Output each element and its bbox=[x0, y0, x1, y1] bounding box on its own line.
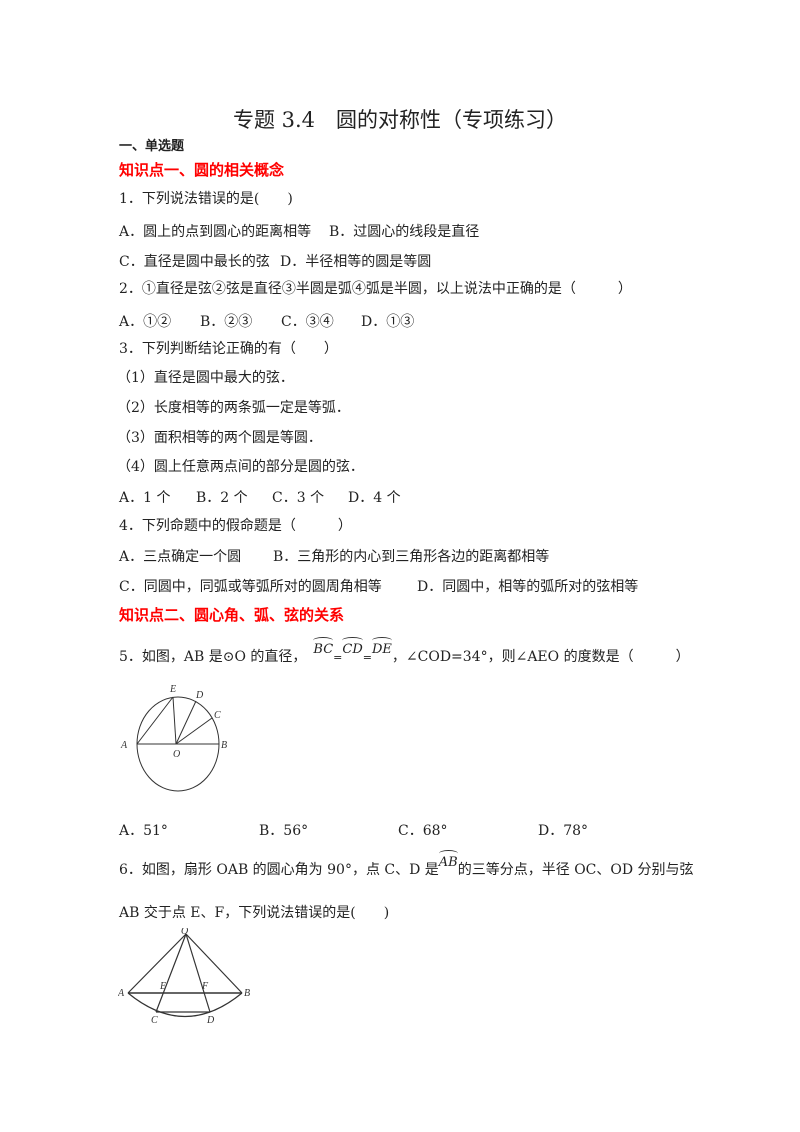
label-d: D bbox=[206, 1015, 215, 1023]
label-o: O bbox=[181, 928, 188, 937]
section-heading: 一、单选题 bbox=[119, 139, 185, 154]
q3-option-d: D．4 个 bbox=[348, 490, 401, 506]
q2-stem: 2．①直径是弦②弦是直径③半圆是弧④弧是半圆，以上说法中正确的是（ ） bbox=[119, 281, 632, 297]
q5-stem-post: ，∠COD=34°，则∠AEO 的度数是（ ） bbox=[391, 649, 690, 665]
q3-option-c: C．3 个 bbox=[272, 490, 325, 506]
q5-option-a: A．51° bbox=[119, 823, 168, 839]
q5-option-d: D．78° bbox=[538, 823, 589, 839]
q3-statement-1: （1）直径是圆中最大的弦． bbox=[117, 370, 294, 386]
q3-option-a: A．1 个 bbox=[119, 490, 171, 506]
arc-ab: AB bbox=[438, 850, 458, 870]
q6-stem: 6．如图，扇形 OAB 的圆心角为 90°，点 C、D 是AB的三等分点，半径 … bbox=[119, 850, 694, 880]
q4-stem: 4．下列命题中的假命题是（ ） bbox=[119, 518, 352, 534]
label-c: C bbox=[151, 1015, 158, 1023]
q1-option-b: B．过圆心的线段是直径 bbox=[329, 224, 480, 240]
label-a: A bbox=[118, 988, 125, 999]
q5-stem-pre: 5．如图，AB 是⊙O 的直径， bbox=[119, 649, 300, 665]
q6-sector-diagram: O A B C D E F bbox=[118, 928, 250, 1023]
label-e: E bbox=[169, 684, 176, 695]
arc-de: DE bbox=[371, 637, 392, 657]
label-e: E bbox=[159, 981, 166, 992]
q4-option-a: A．三点确定一个圆 bbox=[119, 549, 242, 565]
q6-stem-line2: AB 交于点 E、F，下列说法错误的是( ) bbox=[119, 905, 390, 921]
label-f: F bbox=[201, 981, 209, 992]
label-b: B bbox=[244, 988, 250, 999]
q4-option-b: B．三角形的内心到三角形各边的距离都相等 bbox=[273, 549, 550, 565]
q2-option-c: C．③④ bbox=[281, 314, 334, 330]
knowledge-point-1: 知识点一、圆的相关概念 bbox=[119, 161, 285, 179]
knowledge-point-2: 知识点二、圆心角、弧、弦的关系 bbox=[119, 606, 345, 624]
q4-option-c: C．同圆中，同弧或等弧所对的圆周角相等 bbox=[119, 579, 382, 595]
q1-option-c: C．直径是圆中最长的弦 bbox=[119, 254, 270, 270]
q3-statement-3: （3）面积相等的两个圆是等圆． bbox=[117, 430, 322, 446]
q6-stem-pre: 6．如图，扇形 OAB 的圆心角为 90°，点 C、D 是 bbox=[119, 862, 439, 878]
q5-option-b: B．56° bbox=[259, 823, 309, 839]
q1-option-a: A．圆上的点到圆心的距离相等 bbox=[119, 224, 312, 240]
q3-option-b: B．2 个 bbox=[196, 490, 248, 506]
label-a: A bbox=[120, 740, 128, 751]
page-title: 专题 3.4 圆的对称性（专项练习） bbox=[232, 108, 568, 132]
arc-bc: BC bbox=[313, 637, 334, 657]
q3-statement-2: （2）长度相等的两条弧一定是等弧． bbox=[117, 400, 350, 416]
q1-stem: 1．下列说法错误的是( ) bbox=[119, 191, 293, 207]
q5-option-c: C．68° bbox=[398, 823, 448, 839]
q5-circle-diagram: A B C D E O bbox=[120, 684, 227, 792]
equals-sign: = bbox=[333, 651, 343, 664]
label-o: O bbox=[173, 749, 180, 760]
equals-sign: = bbox=[362, 651, 372, 664]
q2-option-a: A．①② bbox=[119, 314, 172, 330]
q1-option-d: D．半径相等的圆是等圆 bbox=[280, 254, 432, 270]
q6-stem-post: 的三等分点，半径 OC、OD 分别与弦 bbox=[457, 862, 694, 878]
q4-option-d: D．同圆中，相等的弧所对的弦相等 bbox=[417, 579, 639, 595]
q2-option-d: D．①③ bbox=[361, 314, 415, 330]
label-c: C bbox=[214, 710, 221, 721]
q5-stem: 5．如图，AB 是⊙O 的直径， BC=CD=DE，∠COD=34°，则∠AEO… bbox=[119, 637, 690, 667]
label-b: B bbox=[221, 740, 227, 751]
arc-cd: CD bbox=[342, 637, 364, 657]
q2-option-b: B．②③ bbox=[200, 314, 253, 330]
q3-statement-4: （4）圆上任意两点间的部分是圆的弦． bbox=[117, 459, 364, 475]
label-d: D bbox=[195, 690, 204, 701]
q3-stem: 3．下列判断结论正确的有（ ） bbox=[119, 341, 338, 357]
